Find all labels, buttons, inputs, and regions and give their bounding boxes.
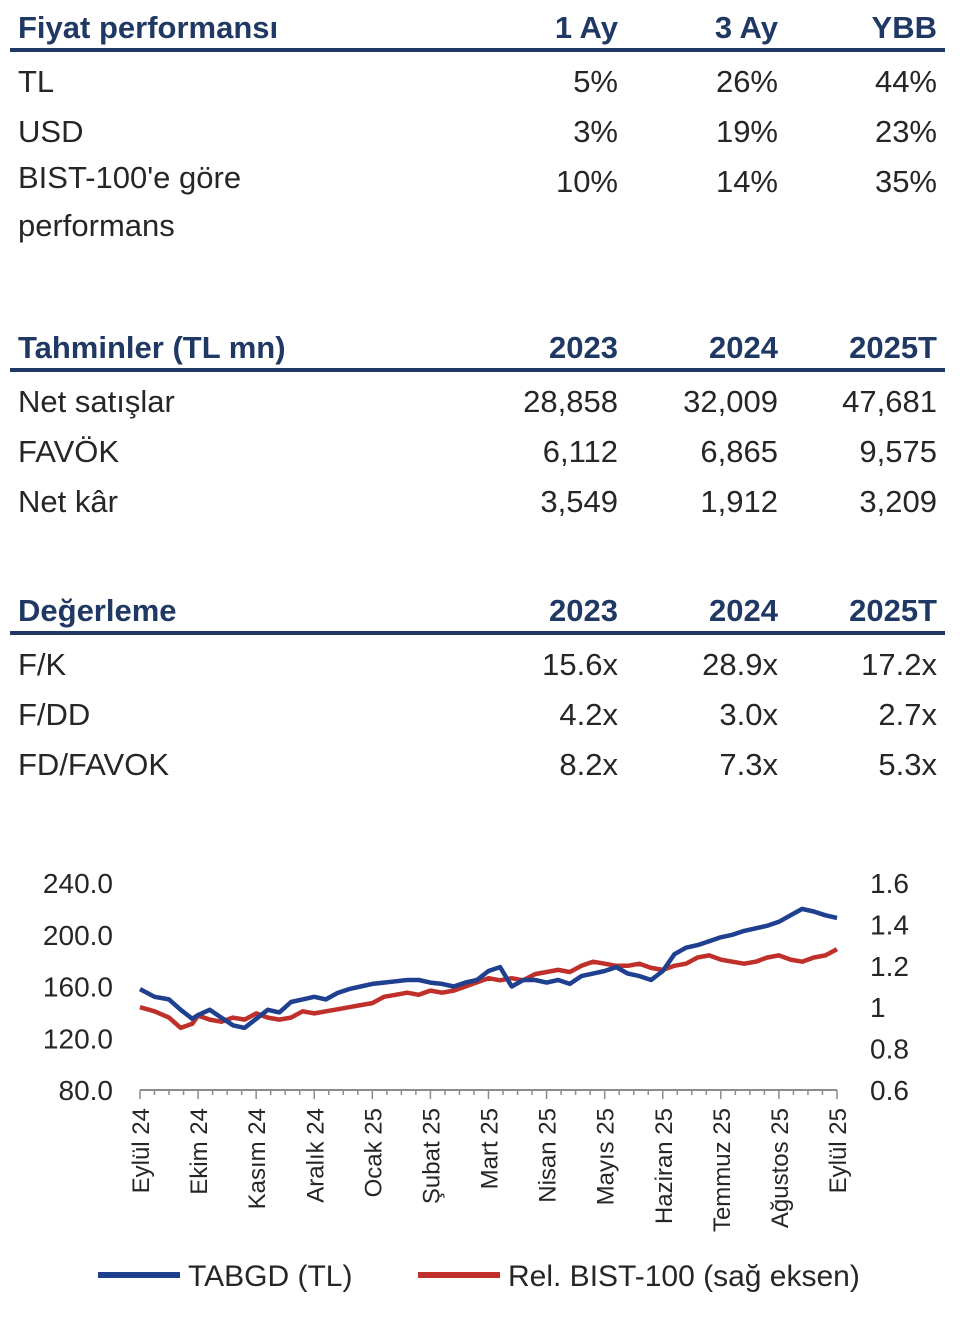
- cell: 6,112: [542, 434, 618, 469]
- legend: TABGD (TL) Rel. BIST-100 (sağ eksen): [98, 1260, 860, 1293]
- col-2025t: 2025T: [849, 330, 937, 365]
- series-lines: [138, 906, 839, 1031]
- row-label: F/K: [18, 647, 67, 682]
- cell: 5.3x: [878, 747, 937, 782]
- col-2024: 2024: [709, 330, 778, 365]
- col-2024: 2024: [709, 593, 778, 628]
- legend-label: TABGD (TL): [188, 1260, 352, 1293]
- cell: 19%: [715, 114, 778, 149]
- x-tick-label: Ağustos 25: [767, 1108, 794, 1228]
- table-row: FD/FAVOK 8.2x 7.3x 5.3x: [10, 735, 945, 785]
- y-right-tick-label: 1: [870, 992, 886, 1023]
- row-label: BIST-100'e göre performans: [18, 160, 242, 243]
- cell: 7.3x: [719, 747, 778, 782]
- price-chart: 240.0 200.0 160.0 120.0 80.0 1.6 1.4 1.2 1 0.8 0.…: [43, 868, 909, 1293]
- cell: 32,009: [683, 384, 778, 419]
- valuation-section: Değerleme 2023 2024 2025T F/K 15.6x 28.9…: [10, 585, 945, 785]
- y-right-tick-label: 1.2: [870, 951, 909, 982]
- series-line-tabgd: [138, 906, 838, 1031]
- cell: 4.2x: [559, 697, 618, 732]
- cell: 35%: [874, 164, 937, 199]
- row-label: Net kâr: [18, 484, 118, 519]
- y-left-tick-label: 120.0: [43, 1023, 113, 1054]
- estimates-title: Tahminler (TL mn): [18, 330, 286, 365]
- table-row: F/K 15.6x 28.9x 17.2x: [10, 635, 945, 685]
- price-performance-title: Fiyat performansı: [18, 10, 279, 45]
- table-row: USD 3% 19% 23%: [10, 102, 945, 152]
- row-label: USD: [18, 114, 84, 149]
- cell: 14%: [715, 164, 778, 199]
- cell: 2.7x: [878, 697, 937, 732]
- x-tick-label: Temmuz 25: [709, 1108, 736, 1232]
- price-performance-header: Fiyat performansı 1 Ay 3 Ay YBB: [10, 0, 945, 52]
- x-tick-label: Mart 25: [477, 1108, 504, 1189]
- table-row: F/DD 4.2x 3.0x 2.7x: [10, 685, 945, 735]
- x-tick-label: Şubat 25: [418, 1108, 445, 1204]
- x-tick-label: Ekim 24: [186, 1108, 213, 1195]
- row-label: F/DD: [18, 697, 91, 732]
- y-right-tick-label: 1.4: [870, 909, 909, 940]
- y-left-tick-label: 80.0: [59, 1075, 114, 1106]
- col-ybb: YBB: [871, 10, 937, 45]
- y-axis-right: 1.6 1.4 1.2 1 0.8 0.6: [870, 868, 909, 1106]
- row-label: FD/FAVOK: [18, 747, 170, 782]
- cell: 28,858: [523, 384, 618, 419]
- valuation-title: Değerleme: [18, 593, 177, 628]
- y-right-tick-label: 1.6: [870, 868, 909, 899]
- cell: 1,912: [700, 484, 778, 519]
- col-1-ay: 1 Ay: [554, 10, 618, 45]
- cell: 15.6x: [542, 647, 618, 682]
- y-left-tick-label: 200.0: [43, 920, 113, 951]
- y-left-tick-label: 240.0: [43, 868, 113, 899]
- valuation-header: Değerleme 2023 2024 2025T: [10, 585, 945, 635]
- cell: 9,575: [859, 434, 937, 469]
- series-line-rel-bist100: [139, 947, 839, 1031]
- table-row: Net satışlar 28,858 32,009 47,681: [10, 372, 945, 422]
- cell: 10%: [555, 164, 618, 199]
- cell: 8.2x: [559, 747, 618, 782]
- x-tick-label: Ocak 25: [360, 1108, 387, 1197]
- x-tick-label: Haziran 25: [651, 1108, 678, 1224]
- cell: 23%: [874, 114, 937, 149]
- table-row: Net kâr 3,549 1,912 3,209: [10, 472, 945, 522]
- y-right-tick-label: 0.8: [870, 1034, 909, 1065]
- x-tick-label: Mayıs 25: [593, 1108, 620, 1205]
- table-row: BIST-100'e göre performans 10% 14% 35%: [10, 152, 945, 252]
- estimates-header: Tahminler (TL mn) 2023 2024 2025T: [10, 322, 945, 372]
- cell: 47,681: [842, 384, 937, 419]
- row-label: TL: [18, 64, 55, 99]
- cell: 3,209: [859, 484, 937, 519]
- x-tick-label: Eylül 25: [825, 1108, 852, 1193]
- cell: 17.2x: [861, 647, 937, 682]
- col-2025t: 2025T: [849, 593, 937, 628]
- cell: 44%: [874, 64, 937, 99]
- cell: 3%: [573, 114, 618, 149]
- row-label: FAVÖK: [18, 434, 120, 469]
- cell: 28.9x: [702, 647, 778, 682]
- cell: 6,865: [700, 434, 778, 469]
- x-tick-label: Nisan 25: [535, 1108, 562, 1203]
- cell: 3,549: [540, 484, 618, 519]
- x-axis: Eylül 24 Ekim 24 Kasım 24 Aralık 24 Ocak 25 Ş…: [128, 1089, 852, 1232]
- cell: 26%: [715, 64, 778, 99]
- y-axis-left: 240.0 200.0 160.0 120.0 80.0: [43, 868, 113, 1106]
- x-tick-label: Kasım 24: [244, 1108, 271, 1209]
- legend-label: Rel. BIST-100 (sağ eksen): [508, 1260, 860, 1293]
- table-row: TL 5% 26% 44%: [10, 52, 945, 102]
- table-row: FAVÖK 6,112 6,865 9,575: [10, 422, 945, 472]
- col-2023: 2023: [549, 593, 618, 628]
- col-2023: 2023: [549, 330, 618, 365]
- row-label: Net satışlar: [18, 384, 175, 419]
- cell: 3.0x: [719, 697, 778, 732]
- estimates-section: Tahminler (TL mn) 2023 2024 2025T Net sa…: [10, 322, 945, 522]
- price-performance-section: Fiyat performansı 1 Ay 3 Ay YBB TL 5% 26…: [10, 0, 945, 252]
- col-3-ay: 3 Ay: [714, 10, 778, 45]
- cell: 5%: [573, 64, 618, 99]
- x-tick-label: Eylül 24: [128, 1108, 155, 1193]
- y-left-tick-label: 160.0: [43, 972, 113, 1003]
- y-right-tick-label: 0.6: [870, 1075, 909, 1106]
- x-tick-label: Aralık 24: [302, 1108, 329, 1203]
